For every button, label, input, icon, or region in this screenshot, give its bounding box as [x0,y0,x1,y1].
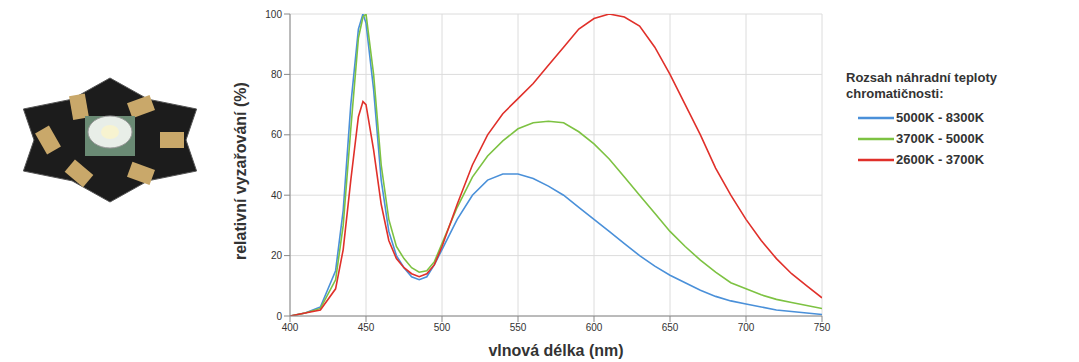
html-text:Rozsah náhradní teploty chroma: Rozsah náhradní teploty chromatičnosti: [846,70,997,101]
html-text:5000K - 8300K: 5000K - 8300K [896,110,985,125]
svg-text:550: 550 [510,322,527,333]
svg-text:600: 600 [586,322,603,333]
svg-text:40: 40 [271,190,283,201]
svg-text:450: 450 [358,322,375,333]
svg-text:650: 650 [662,322,679,333]
svg-text:750: 750 [814,322,831,333]
svg-text:700: 700 [738,322,755,333]
svg-text:relativní vyzařování (%): relativní vyzařování (%) [232,82,249,260]
html-text:2600K - 3700K: 2600K - 3700K [896,152,985,167]
svg-text:400: 400 [282,322,299,333]
svg-text:vlnová délka (nm): vlnová délka (nm) [488,342,623,359]
html-text:3700K - 5000K: 3700K - 5000K [896,131,985,146]
svg-text:20: 20 [271,250,283,261]
svg-text:60: 60 [271,129,283,140]
svg-text:500: 500 [434,322,451,333]
svg-text:80: 80 [271,69,283,80]
svg-text:100: 100 [265,9,282,20]
svg-text:0: 0 [276,311,282,322]
